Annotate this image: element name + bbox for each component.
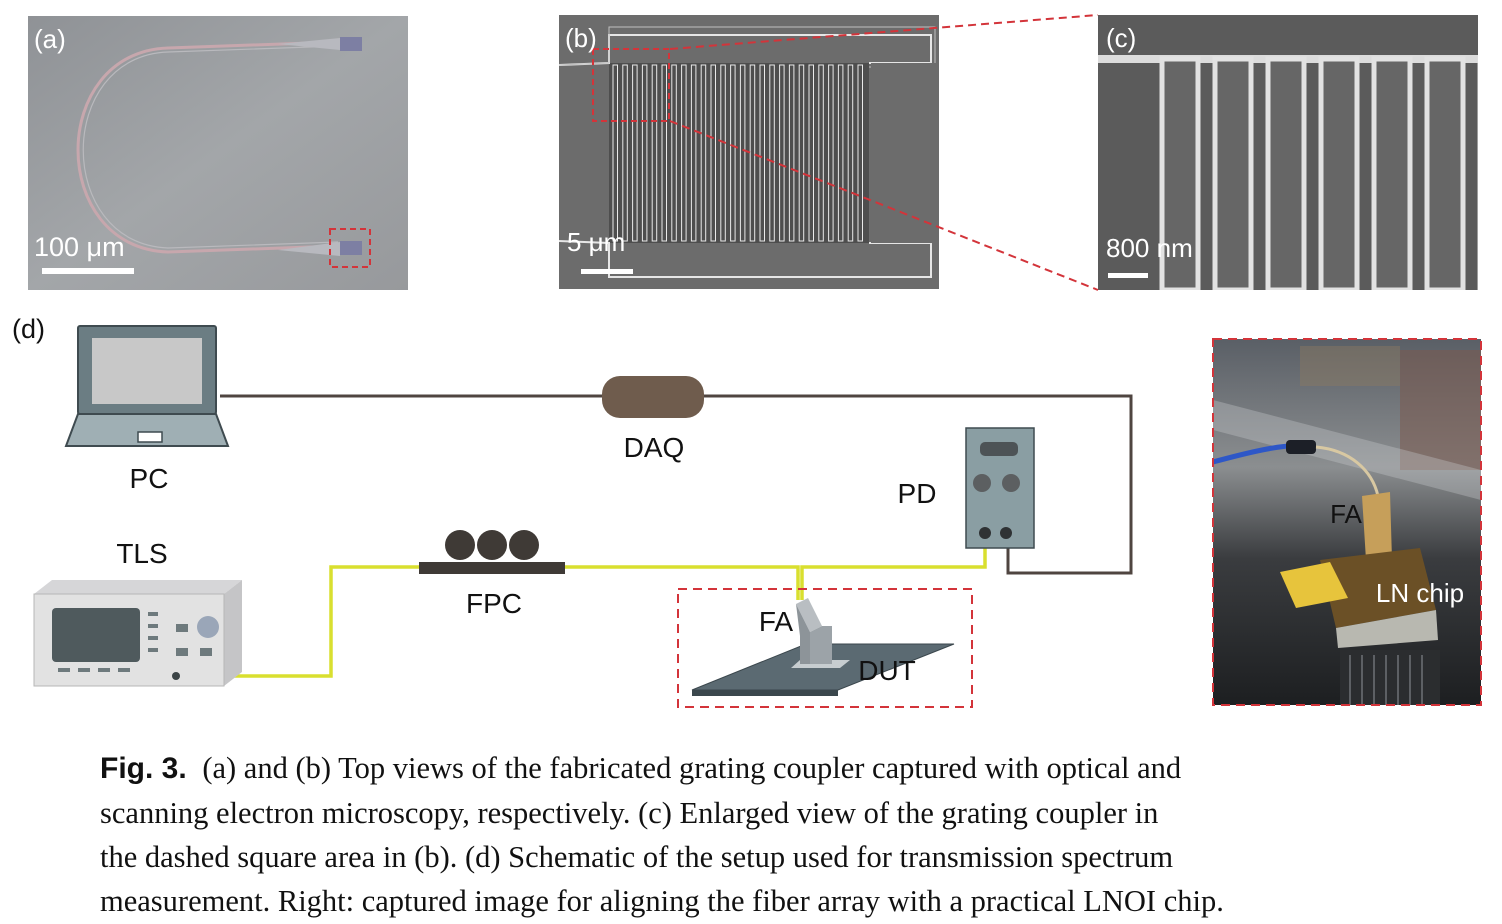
caption-line-3: the dashed square area in (b). (d) Schem… [100,840,1174,874]
caption-lead: Fig. 3. [100,752,187,785]
setup-photo [1212,338,1482,706]
pc-label: PC [130,463,169,494]
caption-line-2: scanning electron microscopy, respective… [100,796,1159,830]
photo-chip-label: LN chip [1376,578,1464,608]
zoom-connector-lines [669,14,1099,291]
fa-label: FA [759,606,794,637]
pc-laptop-icon [64,325,230,447]
panel-d-label: (d) [12,314,45,344]
figure-caption: Fig. 3. (a) and (b) Top views of the fab… [100,746,1400,923]
panel-b-sem-image: (b) 5 μm [559,15,939,289]
tls-laser-source-icon [33,580,242,687]
panel-a-label: (a) [34,24,66,54]
panel-a-optical-image: (a) 100 μm [28,16,408,290]
dut-label: DUT [858,655,916,686]
panel-d-setup-schematic: (d) PC DAQ PD TLS [12,314,1482,708]
panel-c-label: (c) [1106,23,1137,53]
caption-line-4: measurement. Right: captured image for a… [100,884,1224,918]
daq-box [602,376,704,418]
panel-c-sem-zoom-image: (c) 800 nm [1098,15,1478,290]
pd-label: PD [898,478,937,509]
panel-c-scale-text: 800 nm [1106,233,1193,263]
panel-a-scale-text: 100 μm [34,232,125,262]
daq-label: DAQ [624,432,685,463]
fpc-polarization-controller-icon [419,530,565,574]
brown-cable [220,394,1133,575]
fpc-label: FPC [466,588,522,619]
caption-line-1: Fig. 3. (a) and (b) Top views of the fab… [100,746,1400,791]
panel-b-scale-text: 5 μm [567,227,626,257]
fiber-array-icon [796,598,832,664]
photo-fa-label: FA [1330,499,1362,529]
caption-text-1: (a) and (b) Top views of the fabricated … [202,751,1182,785]
tls-label: TLS [116,538,167,569]
dut-dashed-frame [677,588,973,708]
panel-b-label: (b) [565,23,597,53]
pd-detector-icon [965,427,1035,549]
